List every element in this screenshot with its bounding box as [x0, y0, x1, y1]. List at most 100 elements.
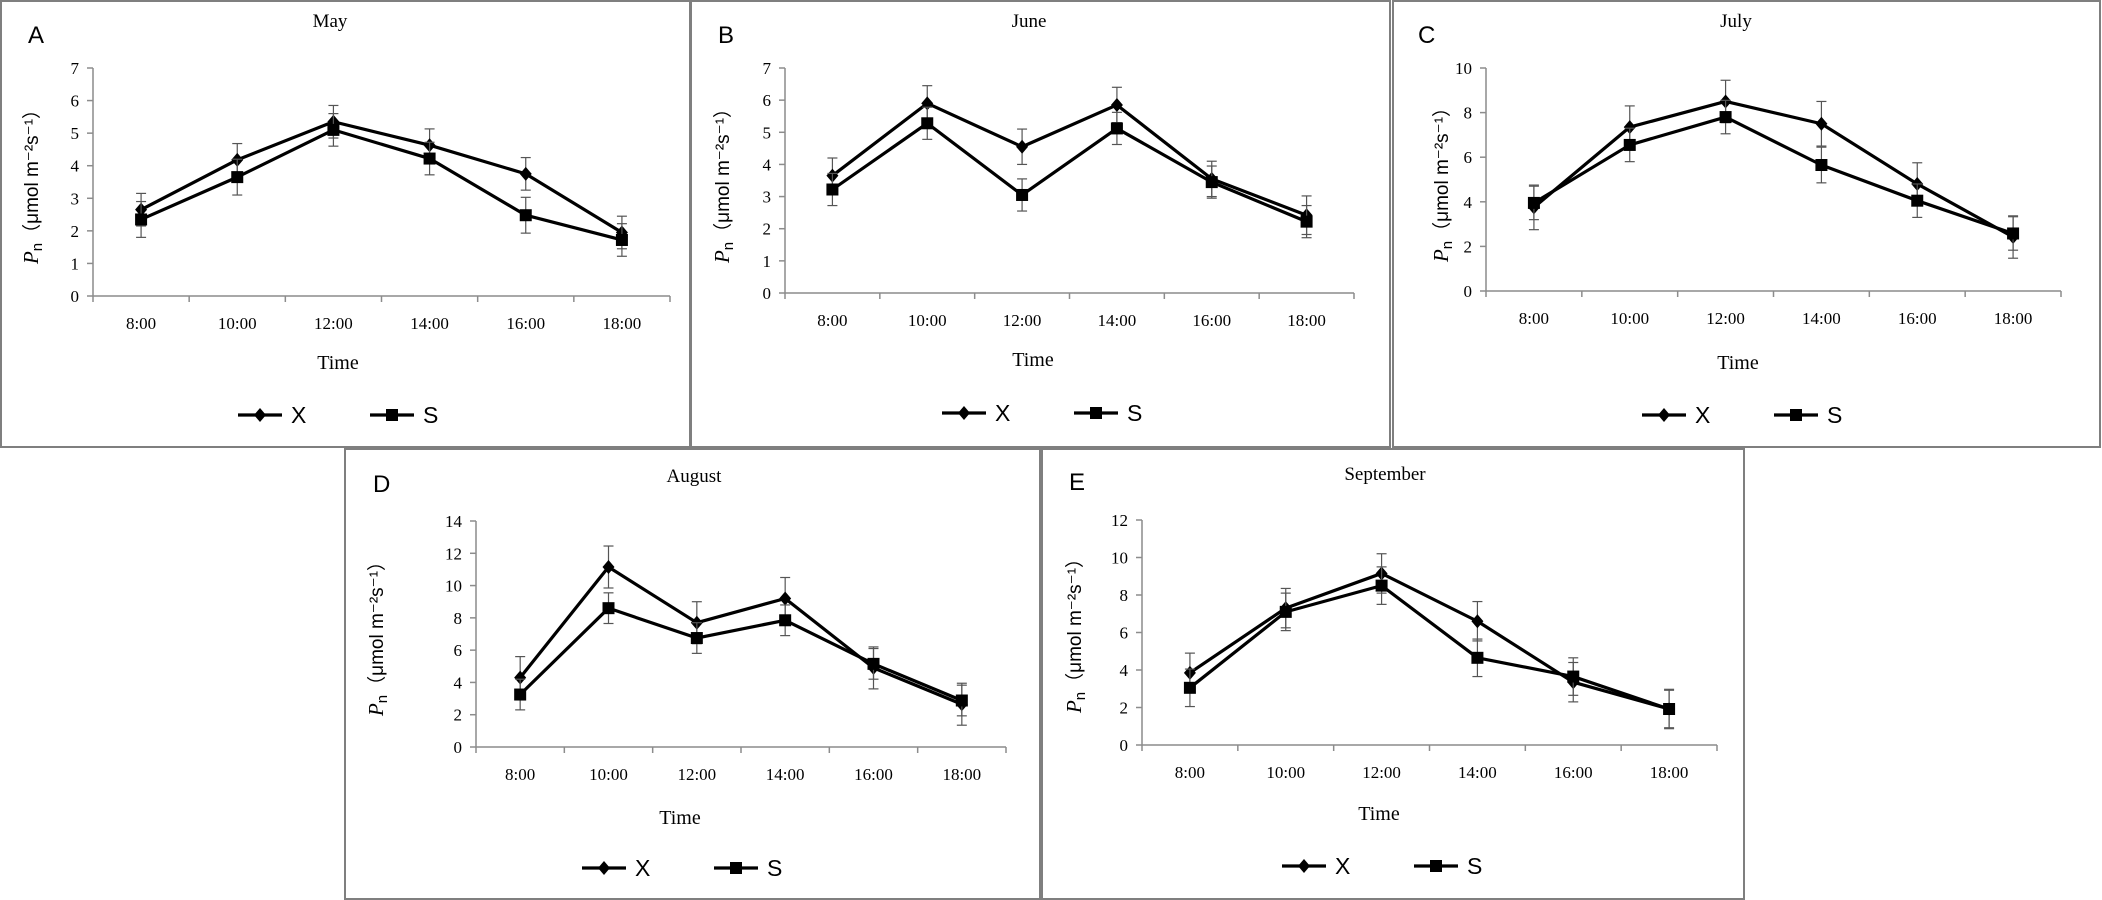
- y-label-subscript: n: [374, 695, 391, 703]
- x-tick-label: 18:00: [603, 314, 642, 333]
- chart-panel-B: 0 1 2 3 4 5 6 7 8:00 10:00 12:00 14:00 16:00 18:00 Jun…: [690, 0, 1391, 448]
- x-tick-label: 10:00: [908, 311, 947, 330]
- chart-panel-E: 0 2 4 6 8 10 12 8:00 10:00 12:00 14:00 16:00 18:00 Se…: [1041, 448, 1745, 900]
- series-x-line: [1532, 99, 2014, 239]
- data-point: [1719, 111, 1732, 124]
- series-s-line: [831, 121, 1308, 224]
- y-tick-label: 8: [1464, 104, 1473, 123]
- series-s: [135, 112, 628, 257]
- chart-title: June: [1012, 11, 1047, 32]
- legend-label: S: [1467, 853, 1482, 879]
- panel-letter: B: [718, 22, 734, 49]
- series-s-line: [1188, 584, 1670, 711]
- y-axis-label: Pn（μmol m⁻²s⁻¹）: [1429, 98, 1456, 263]
- x-tick-label: 8:00: [505, 765, 535, 784]
- panel-frame: [690, 0, 1391, 448]
- series-x-line: [831, 101, 1308, 217]
- x-tick-label: 8:00: [1175, 763, 1205, 782]
- y-label-units: （μmol m⁻²s⁻¹）: [366, 552, 388, 695]
- y-label-subscript: n: [1439, 241, 1456, 249]
- y-tick-label: 6: [454, 641, 463, 660]
- y-tick-label: 0: [71, 287, 80, 306]
- y-tick-label: 10: [445, 577, 462, 596]
- legend-label: S: [767, 855, 782, 881]
- x-tick-label: 12:00: [1003, 311, 1042, 330]
- legend-marker: [254, 408, 266, 422]
- y-tick-label: 5: [763, 123, 772, 142]
- data-point: [1527, 196, 1540, 209]
- x-tick-label: 16:00: [1554, 763, 1593, 782]
- data-point: [1300, 215, 1313, 228]
- x-tick-label: 18:00: [1287, 311, 1326, 330]
- x-tick-label: 18:00: [1650, 763, 1689, 782]
- data-point: [1471, 614, 1484, 629]
- legend-label: S: [1127, 400, 1142, 426]
- series-s: [514, 592, 968, 717]
- x-tick-label: 8:00: [126, 314, 156, 333]
- x-tick-label: 12:00: [677, 765, 716, 784]
- y-tick-label: 10: [1455, 59, 1472, 78]
- chart-panel-A: 0 1 2 3 4 5 6 7 8:00 10:00 12:00 14:00 16:00 18:00 May…: [0, 0, 691, 448]
- x-axis-label: Time: [1358, 803, 1400, 825]
- series-s-line: [519, 606, 963, 702]
- y-tick-label: 2: [1464, 237, 1473, 256]
- x-tick-label: 12:00: [1706, 309, 1745, 328]
- chart-panel-C: 0 2 4 6 8 10 8:00 10:00 12:00 14:00 16:00 18:00 July…: [1392, 0, 2101, 448]
- panel-letter: D: [373, 471, 390, 498]
- data-point: [231, 171, 244, 184]
- x-axis-label: Time: [317, 352, 359, 374]
- data-point: [1567, 670, 1580, 683]
- y-axis-label: Pn（μmol m⁻²s⁻¹）: [364, 552, 391, 717]
- series-s-line: [140, 128, 623, 242]
- y-tick-label: 6: [71, 92, 80, 111]
- y-tick-label: 6: [763, 91, 772, 110]
- panel-letter: A: [28, 22, 44, 49]
- y-label-units: （μmol m⁻²s⁻¹）: [1064, 549, 1086, 692]
- y-label-symbol: P: [1429, 249, 1453, 263]
- legend-label: X: [291, 402, 306, 428]
- legend-marker: [1090, 407, 1102, 419]
- data-point: [779, 591, 792, 606]
- x-tick-label: 16:00: [854, 765, 893, 784]
- y-axis-label: Pn（μmol m⁻²s⁻¹）: [710, 99, 737, 264]
- data-point: [423, 152, 436, 165]
- x-tick-label: 16:00: [1192, 311, 1231, 330]
- series-s: [1183, 566, 1676, 729]
- chart-title: September: [1344, 464, 1426, 485]
- data-point: [1279, 605, 1292, 618]
- y-tick-label: 4: [1120, 661, 1129, 680]
- y-label-subscript: n: [29, 243, 46, 251]
- x-tick-label: 14:00: [1098, 311, 1137, 330]
- data-point: [1205, 176, 1218, 189]
- data-point: [1110, 122, 1123, 135]
- data-point: [2007, 227, 2020, 240]
- data-point: [690, 632, 703, 645]
- series-s-line: [1533, 115, 2014, 235]
- data-point: [1911, 194, 1924, 207]
- data-point: [1016, 188, 1029, 201]
- x-tick-label: 10:00: [589, 765, 628, 784]
- series-x-line: [1189, 571, 1670, 711]
- x-tick-label: 12:00: [1362, 763, 1401, 782]
- legend-label: S: [1827, 402, 1842, 428]
- data-point: [1815, 116, 1828, 131]
- legend-label: X: [995, 400, 1010, 426]
- legend-marker: [958, 406, 970, 420]
- y-tick-label: 0: [763, 284, 772, 303]
- y-tick-label: 0: [1464, 282, 1473, 301]
- legend-marker: [730, 862, 742, 874]
- x-tick-label: 10:00: [218, 314, 257, 333]
- y-tick-label: 12: [1111, 511, 1128, 530]
- legend-label: X: [635, 855, 650, 881]
- legend-label: X: [1695, 402, 1710, 428]
- data-point: [1623, 138, 1636, 151]
- data-point: [135, 213, 148, 226]
- chart-title: August: [667, 466, 723, 487]
- data-point: [867, 657, 880, 670]
- panel-frame: [344, 448, 1041, 900]
